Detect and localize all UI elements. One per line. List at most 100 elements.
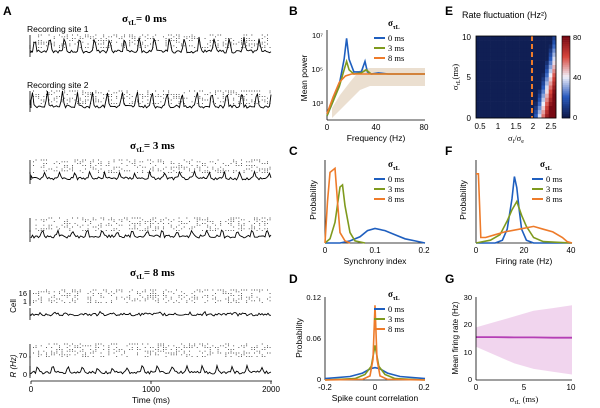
- e-colorbar-step: [562, 111, 570, 115]
- e-cell: [526, 64, 531, 70]
- e-cell: [508, 72, 513, 78]
- e-cell: [476, 60, 480, 65]
- e-cell: [505, 56, 510, 61]
- e-cell: [483, 105, 488, 111]
- e-cell: [537, 81, 542, 86]
- e-cell: [476, 68, 480, 74]
- legend-c-item-2: 8 ms: [388, 194, 404, 204]
- d-xtick-neg0.2: -0.2: [318, 383, 332, 392]
- e-cell: [508, 85, 513, 90]
- e-cell: [541, 85, 546, 90]
- e-cell: [494, 68, 499, 74]
- e-cell: [483, 48, 488, 53]
- e-cell: [479, 72, 484, 78]
- e-cell: [541, 77, 546, 82]
- e-cell: [516, 105, 520, 111]
- e-colorbar-step: [562, 101, 570, 104]
- e-cell: [486, 64, 491, 70]
- rate-trace-site2-0ms: [30, 90, 272, 109]
- e-cell: [501, 72, 506, 78]
- e-cell: [516, 68, 520, 74]
- e-colorbar-frame: [561, 35, 571, 119]
- e-cell: [523, 64, 528, 70]
- e-cell: [552, 64, 557, 70]
- e-colorbar-step: [562, 72, 570, 76]
- e-cell: [483, 93, 488, 98]
- e-cell: [501, 44, 506, 49]
- e-cell: [526, 72, 531, 78]
- e-cell: [548, 85, 553, 90]
- e-cell: [537, 64, 542, 70]
- e-colorbar-step: [562, 81, 570, 84]
- e-cell: [548, 77, 553, 82]
- b-line-8ms: [326, 73, 425, 114]
- e-colorbar-step: [562, 97, 570, 100]
- e-cell: [505, 40, 510, 45]
- panel-letter-f: F: [445, 144, 452, 158]
- e-colorbar-step: [562, 44, 570, 47]
- e-colorbar-step: [562, 107, 570, 111]
- e-colorbar-step: [562, 42, 570, 45]
- g-xtick-5: 5: [522, 383, 527, 392]
- e-cell: [526, 40, 531, 45]
- e-cell: [541, 101, 546, 106]
- e-cell: [501, 89, 506, 94]
- e-cell: [508, 113, 513, 119]
- e-cell: [505, 64, 510, 70]
- e-cell: [512, 81, 517, 86]
- e-cell: [497, 97, 502, 102]
- svg-text:στL: στL: [540, 159, 552, 172]
- e-cell: [501, 93, 506, 98]
- svg-text:στL= 8 ms: στL= 8 ms: [130, 267, 175, 281]
- e-cell: [476, 40, 480, 45]
- e-cell: [512, 40, 517, 45]
- e-cell: [512, 68, 517, 74]
- e-cell: [530, 89, 535, 94]
- e-cell: [497, 77, 502, 82]
- e-cell: [512, 36, 517, 41]
- d-xlabel: Spike count correlation: [332, 393, 419, 403]
- e-cell: [516, 109, 520, 115]
- e-cell: [541, 60, 546, 65]
- e-cell: [483, 52, 488, 57]
- g-ytick-0: 0: [468, 375, 472, 384]
- e-cell: [552, 52, 557, 57]
- e-colorbar-step: [562, 38, 570, 41]
- e-cell: [519, 56, 524, 61]
- e-cell: [476, 48, 480, 53]
- e-cell: [548, 93, 553, 98]
- e-cell: [534, 56, 539, 61]
- e-cell: [483, 60, 488, 65]
- e-cell: [523, 60, 528, 65]
- e-cell: [483, 68, 488, 74]
- e-cell: [519, 40, 524, 45]
- e-colorbar-step: [562, 48, 570, 51]
- e-cell: [512, 109, 517, 115]
- e-cell: [512, 60, 517, 65]
- rate-tick-0: 0: [23, 370, 27, 379]
- legend-b-item-1: 3 ms: [388, 43, 404, 53]
- e-cell: [541, 56, 546, 61]
- e-ylabel: στL(ms): [450, 64, 462, 90]
- e-cell: [486, 109, 491, 115]
- e-cell: [486, 89, 491, 94]
- e-cell: [479, 48, 484, 53]
- e-cell: [519, 52, 524, 57]
- b-ytick-1e5: 10⁵: [312, 65, 323, 74]
- e-cell: [519, 105, 524, 111]
- e-colorbar-step: [562, 77, 570, 80]
- legend-b-sigma: σ: [388, 18, 393, 28]
- rate-trace-site2-8ms: [30, 363, 272, 375]
- e-cell: [537, 89, 542, 94]
- e-cell: [497, 72, 502, 78]
- e-cell: [508, 93, 513, 98]
- panel-e: Rate fluctuation (Hz²) 10 5 0 στL(ms) 0.…: [450, 10, 581, 145]
- e-cell: [501, 36, 506, 41]
- e-cell: [519, 113, 524, 119]
- e-cell: [479, 56, 484, 61]
- g-series: [476, 305, 572, 375]
- e-cell: [526, 48, 531, 53]
- time-axis-label: Time (ms): [132, 395, 170, 405]
- e-cell: [548, 40, 553, 45]
- raster-site1-0ms: [33, 34, 271, 49]
